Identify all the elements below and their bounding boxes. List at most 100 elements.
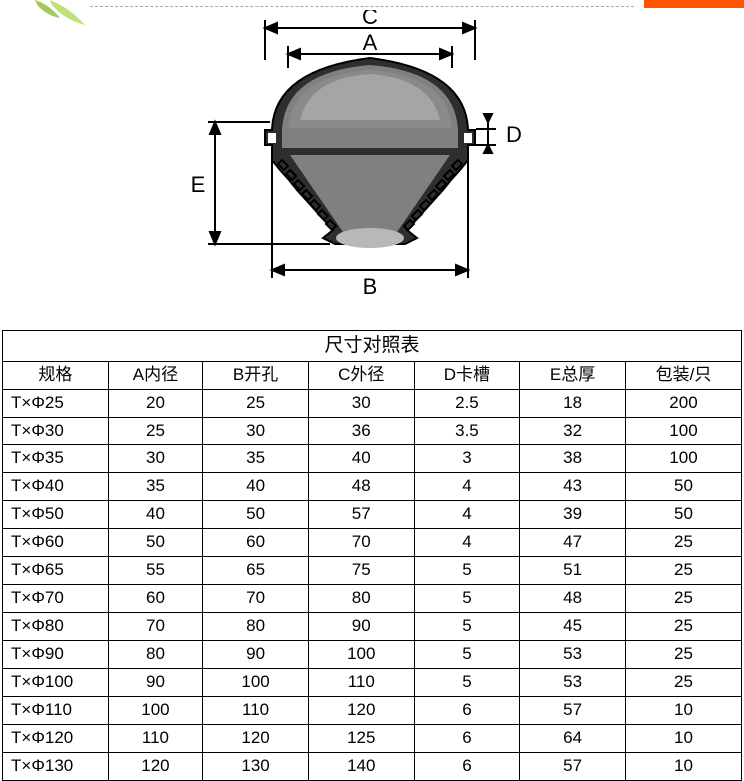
cell-d: 5 [414,585,520,613]
table-row: T×Φ35303540338100 [3,445,742,473]
cell-b: 70 [203,585,309,613]
cell-b: 60 [203,529,309,557]
cell-d: 2.5 [414,389,520,417]
table-row: T×Φ6050607044725 [3,529,742,557]
cell-pack: 10 [625,696,741,724]
top-dashed-rule [90,6,634,7]
cell-a: 50 [108,529,203,557]
cell-c: 75 [308,557,414,585]
cell-pack: 200 [625,389,741,417]
table-title: 尺寸对照表 [3,331,742,362]
cell-c: 30 [308,389,414,417]
cell-e: 43 [520,473,626,501]
cell-d: 4 [414,473,520,501]
cell-e: 32 [520,417,626,445]
cell-c: 48 [308,473,414,501]
cell-e: 18 [520,389,626,417]
cell-c: 70 [308,529,414,557]
cell-pack: 10 [625,724,741,752]
cell-c: 40 [308,445,414,473]
cell-e: 47 [520,529,626,557]
table-row: T×Φ6555657555125 [3,557,742,585]
cell-a: 80 [108,641,203,669]
cell-a: 60 [108,585,203,613]
cell-d: 3 [414,445,520,473]
cell-e: 45 [520,613,626,641]
cell-pack: 100 [625,445,741,473]
cell-e: 48 [520,585,626,613]
col-e: E总厚 [520,361,626,389]
cell-a: 25 [108,417,203,445]
cell-e: 53 [520,641,626,669]
cell-c: 57 [308,501,414,529]
size-table: 尺寸对照表 规格 A内径 B开孔 C外径 D卡槽 E总厚 包装/只 T×Φ252… [2,330,742,781]
cell-pack: 25 [625,641,741,669]
cell-pack: 25 [625,557,741,585]
table-row: T×Φ12011012012566410 [3,724,742,752]
cell-pack: 25 [625,613,741,641]
cell-pack: 25 [625,529,741,557]
cell-a: 20 [108,389,203,417]
dim-label-c: C [362,10,378,29]
cell-spec: T×Φ35 [3,445,109,473]
table-header-row: 规格 A内径 B开孔 C外径 D卡槽 E总厚 包装/只 [3,361,742,389]
cell-d: 5 [414,557,520,585]
col-d: D卡槽 [414,361,520,389]
cell-spec: T×Φ80 [3,613,109,641]
col-c: C外径 [308,361,414,389]
orange-accent-bar [644,0,744,8]
cell-pack: 10 [625,752,741,780]
cell-pack: 25 [625,585,741,613]
cell-d: 4 [414,529,520,557]
cell-spec: T×Φ40 [3,473,109,501]
cell-a: 100 [108,696,203,724]
cell-b: 50 [203,501,309,529]
cell-c: 125 [308,724,414,752]
cell-pack: 25 [625,668,741,696]
cell-spec: T×Φ25 [3,389,109,417]
table-row: T×Φ7060708054825 [3,585,742,613]
cell-pack: 50 [625,501,741,529]
cell-c: 100 [308,641,414,669]
dim-label-d: D [506,122,522,147]
cell-b: 65 [203,557,309,585]
cell-e: 53 [520,668,626,696]
cell-spec: T×Φ90 [3,641,109,669]
cell-d: 3.5 [414,417,520,445]
cell-spec: T×Φ110 [3,696,109,724]
table-row: T×Φ302530363.532100 [3,417,742,445]
cell-c: 80 [308,585,414,613]
cell-b: 90 [203,641,309,669]
table-row: T×Φ13012013014065710 [3,752,742,780]
cell-e: 38 [520,445,626,473]
cell-a: 30 [108,445,203,473]
cell-d: 5 [414,613,520,641]
cell-b: 35 [203,445,309,473]
col-spec: 规格 [3,361,109,389]
cell-c: 110 [308,668,414,696]
cell-spec: T×Φ130 [3,752,109,780]
cell-d: 6 [414,724,520,752]
cell-b: 25 [203,389,309,417]
cell-c: 140 [308,752,414,780]
cell-b: 100 [203,668,309,696]
cell-pack: 50 [625,473,741,501]
cell-e: 64 [520,724,626,752]
table-row: T×Φ90809010055325 [3,641,742,669]
leaf-decoration [30,0,90,40]
table-row: T×Φ252025302.518200 [3,389,742,417]
cell-a: 110 [108,724,203,752]
table-row: T×Φ1009010011055325 [3,668,742,696]
cell-e: 39 [520,501,626,529]
cell-e: 57 [520,696,626,724]
cell-a: 70 [108,613,203,641]
cell-spec: T×Φ60 [3,529,109,557]
cell-pack: 100 [625,417,741,445]
cell-d: 4 [414,501,520,529]
cell-b: 30 [203,417,309,445]
dim-label-a: A [363,30,378,55]
cell-b: 40 [203,473,309,501]
cell-spec: T×Φ70 [3,585,109,613]
cell-b: 120 [203,724,309,752]
cell-spec: T×Φ100 [3,668,109,696]
